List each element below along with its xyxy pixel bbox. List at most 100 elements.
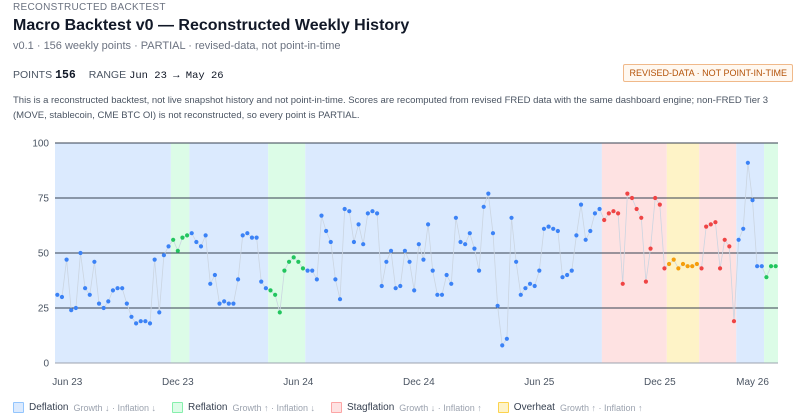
y-axis-ticks: 0 25 50 75 100 xyxy=(32,139,49,370)
data-point xyxy=(518,292,523,297)
data-point xyxy=(597,206,602,212)
data-point xyxy=(430,268,435,273)
data-point xyxy=(347,209,352,214)
data-point xyxy=(96,301,102,306)
data-point xyxy=(361,242,366,247)
points-value: 156 xyxy=(55,69,76,82)
data-point xyxy=(551,226,556,231)
data-point xyxy=(231,301,236,306)
data-point xyxy=(565,272,570,278)
x-tick-label: Jun 25 xyxy=(524,377,554,388)
data-point xyxy=(83,286,88,291)
data-point xyxy=(384,259,389,264)
x-tick-label: Jun 23 xyxy=(52,377,82,388)
data-point xyxy=(180,235,185,240)
data-point xyxy=(365,211,370,216)
data-point xyxy=(342,206,347,212)
data-point xyxy=(750,198,755,203)
data-point xyxy=(741,226,746,231)
data-point xyxy=(421,257,426,262)
legend-swatch xyxy=(13,402,24,413)
data-point xyxy=(449,281,454,286)
data-point xyxy=(708,222,713,227)
data-point xyxy=(495,303,500,308)
legend-item-reflation: Reflation Growth ↑ · Inflation ↓ xyxy=(172,402,315,413)
data-point xyxy=(574,233,579,238)
data-point xyxy=(523,286,528,291)
data-point xyxy=(282,268,287,273)
data-point xyxy=(500,343,505,348)
data-point xyxy=(463,242,468,247)
data-point xyxy=(476,268,482,273)
data-point xyxy=(541,226,547,231)
data-point xyxy=(222,299,227,304)
data-point xyxy=(736,237,741,242)
data-point xyxy=(629,195,635,201)
data-point xyxy=(310,268,315,273)
revised-data-badge: REVISED-DATA · NOT POINT-IN-TIME xyxy=(623,64,793,82)
data-point xyxy=(685,264,690,269)
data-point xyxy=(727,244,732,249)
data-point xyxy=(704,224,709,229)
y-tick-label: 75 xyxy=(38,194,50,205)
data-point xyxy=(490,231,496,236)
data-point xyxy=(356,222,361,227)
data-point xyxy=(555,228,560,234)
data-point xyxy=(657,202,662,207)
data-point xyxy=(240,233,245,238)
data-point xyxy=(768,264,774,269)
data-point xyxy=(648,246,653,251)
data-point xyxy=(175,248,180,253)
data-point xyxy=(402,248,408,253)
data-point xyxy=(472,246,477,251)
data-point xyxy=(55,292,60,297)
data-point xyxy=(189,231,194,236)
data-point xyxy=(690,264,695,269)
page-title: Macro Backtest v0 — Reconstructed Weekly… xyxy=(13,17,410,34)
data-point xyxy=(653,195,658,201)
data-point xyxy=(588,228,593,234)
data-point xyxy=(537,268,542,273)
data-point xyxy=(680,261,686,267)
data-point xyxy=(259,279,264,284)
data-point xyxy=(249,235,255,240)
data-point xyxy=(375,211,380,216)
data-point xyxy=(662,266,667,271)
description-text: This is a reconstructed backtest, not li… xyxy=(13,95,769,121)
data-point xyxy=(439,292,445,297)
legend-name: Deflation xyxy=(29,402,69,413)
data-point xyxy=(184,233,190,238)
data-point xyxy=(560,275,565,280)
data-point xyxy=(444,272,449,278)
data-point xyxy=(208,281,213,286)
range-value: Jun 23 → May 26 xyxy=(129,70,224,82)
data-point xyxy=(314,277,319,282)
data-point xyxy=(268,288,273,293)
y-tick-label: 0 xyxy=(43,359,49,370)
legend-item-overheat: Overheat Growth ↑ · Inflation ↑ xyxy=(497,402,642,413)
data-point xyxy=(611,209,616,214)
data-point xyxy=(351,239,357,245)
data-point xyxy=(319,213,324,218)
legend-item-deflation: Deflation Growth ↓ · Inflation ↓ xyxy=(13,402,156,413)
data-point xyxy=(198,244,204,249)
legend-swatch xyxy=(172,402,183,413)
data-point xyxy=(217,301,222,306)
data-point xyxy=(759,264,764,269)
data-point xyxy=(407,259,412,264)
data-point xyxy=(509,215,514,220)
legend-rule: Growth ↓ · Inflation ↓ xyxy=(73,402,156,413)
data-point xyxy=(171,237,176,242)
data-point xyxy=(583,237,588,242)
data-point xyxy=(569,268,574,273)
data-point xyxy=(755,264,760,269)
data-point xyxy=(120,286,125,291)
data-point xyxy=(393,286,398,291)
data-point xyxy=(398,283,403,289)
data-point xyxy=(286,259,292,264)
x-tick-label: Jun 24 xyxy=(283,377,313,388)
data-point xyxy=(194,239,199,245)
data-point xyxy=(486,191,491,196)
legend-swatch xyxy=(497,402,509,413)
